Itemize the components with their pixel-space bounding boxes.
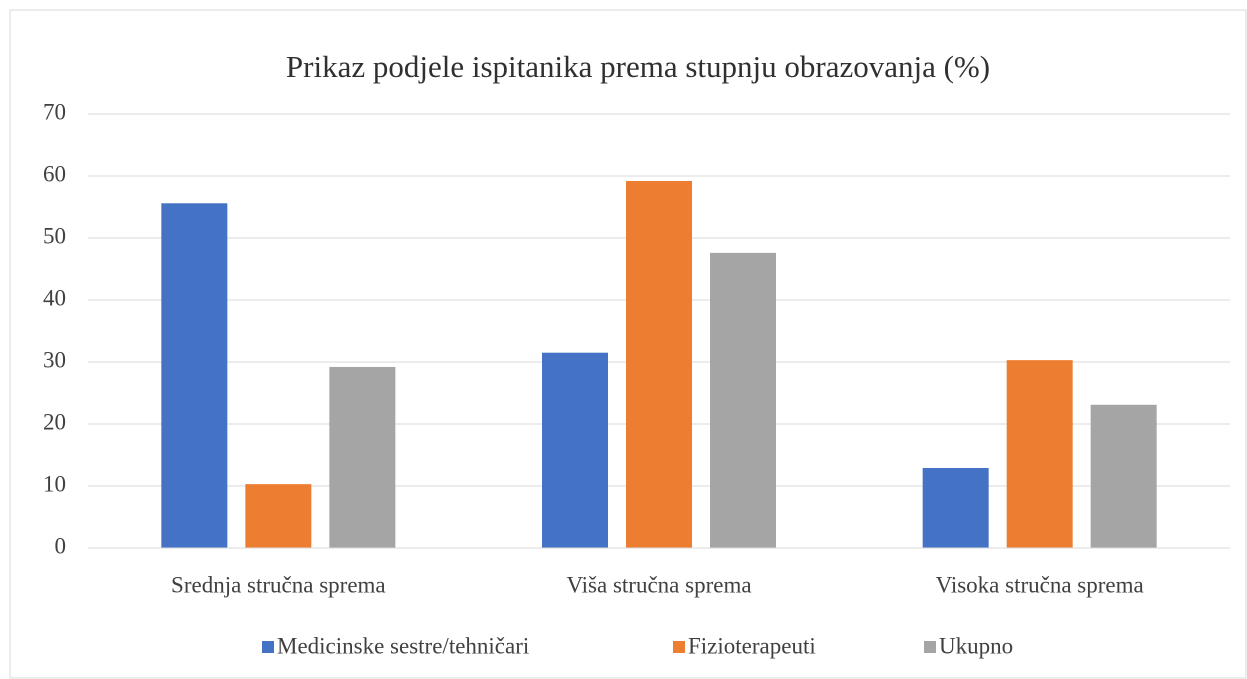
legend-swatch [262,641,274,653]
legend-swatch [673,641,685,653]
bar [1090,404,1157,548]
y-tick-label: 70 [43,99,66,124]
legend-label: Ukupno [939,633,1013,658]
legend-label: Medicinske sestre/tehničari [277,633,529,658]
x-tick-label: Visoka stručna sprema [936,572,1144,597]
y-tick-label: 50 [43,223,66,248]
bar [710,252,776,548]
bar [542,352,608,548]
bar [161,203,228,548]
chart-title: Prikaz podjele ispitanika prema stupnju … [286,49,990,84]
legend-swatch [924,641,936,653]
y-tick-label: 20 [43,409,66,434]
bar [245,484,312,548]
bar [329,366,396,548]
y-tick-label: 40 [43,285,66,310]
y-tick-label: 10 [43,471,66,496]
legend-label: Fizioterapeuti [688,633,816,658]
y-tick-label: 0 [55,533,67,558]
bar [922,468,989,548]
x-tick-label: Viša stručna sprema [566,572,751,597]
bar [1006,360,1073,548]
y-tick-label: 30 [43,347,66,372]
bar [626,180,692,548]
y-tick-label: 60 [43,161,66,186]
x-tick-label: Srednja stručna sprema [171,572,386,597]
